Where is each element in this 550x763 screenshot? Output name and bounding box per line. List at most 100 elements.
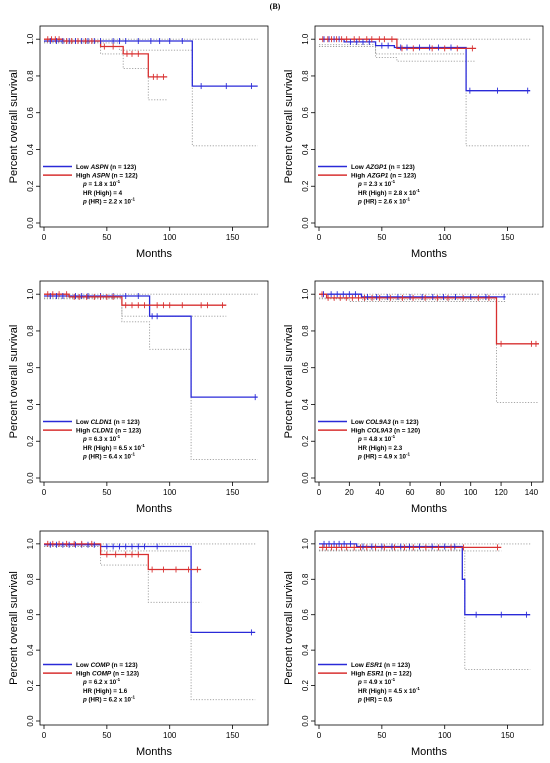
legend-stat: HR (High) = 6.5 x 10-1 [83,443,145,452]
y-tick-label: 0.2 [26,679,35,691]
x-tick-label: 150 [501,233,515,242]
y-tick-label: 0.6 [301,107,310,119]
legend-stat: p (HR) = 0.5 [357,696,393,703]
legend-stat: p = 2.3 x 10-1 [357,179,396,188]
x-tick-label: 50 [377,731,386,740]
y-axis-title: Percent overall survival [283,325,295,439]
legend-stat: p (HR) = 6.2 x 10-1 [82,694,135,703]
high-expression-curve [319,38,477,50]
plot-frame [39,280,269,483]
x-tick-label: 0 [42,488,47,497]
x-tick-label: 150 [226,488,240,497]
plot-frame [39,530,269,726]
x-tick-label: 100 [438,233,452,242]
x-tick-label: 0 [317,488,322,497]
high-expression-curve [44,293,227,306]
y-tick-label: 0.6 [26,107,35,119]
legend-high-label: High ASPN (n = 122) [76,173,138,180]
confidence-band [44,42,258,147]
x-tick-label: 0 [317,233,322,242]
x-tick-label: 0 [42,731,47,740]
y-tick-label: 0.0 [301,472,310,484]
legend-stat: p = 4.9 x 10-1 [357,677,396,686]
confidence-band [44,546,202,603]
x-tick-label: 20 [345,488,354,497]
y-tick-label: 0.8 [26,70,35,82]
y-axis-title: Percent overall survival [283,70,295,184]
km-plot-azgp1: 0.0 0.2 0.4 0.6 0.8 1.0 0 50 100 150 Months Percent… [283,25,544,260]
y-axis-title: Percent overall survival [8,571,20,685]
legend-high-label: High CLDN1 (n = 123) [76,428,141,435]
legend-high-label: High COMP (n = 123) [76,671,139,678]
legend-stat: p (HR) = 4.9 x 10-1 [357,451,410,460]
y-tick-label: 0.2 [301,679,310,691]
y-tick-label: 0.8 [26,325,35,337]
confidence-band [319,46,531,147]
x-tick-label: 100 [163,233,177,242]
y-axis-title: Percent overall survival [8,325,20,439]
figure-label: (B) [269,2,281,11]
km-plot-comp: 0.0 0.2 0.4 0.6 0.8 1.0 0 50 100 150 Months Percent… [8,530,269,758]
y-tick-label: 1.0 [301,33,310,45]
y-tick-label: 0.0 [301,217,310,229]
x-tick-label: 150 [226,233,240,242]
y-tick-label: 0.6 [26,609,35,621]
x-axis-title: Months [411,248,448,260]
legend-low-label: Low AZGP1 (n = 123) [351,164,415,171]
y-tick-label: 0.4 [301,398,310,410]
legend-stat: HR (High) = 1.6 [83,688,128,695]
y-tick-label: 0.4 [26,398,35,410]
x-tick-label: 150 [226,731,240,740]
y-tick-label: 0.8 [301,70,310,82]
low-expression-curve [319,293,506,298]
legend-stat: p (HR) = 2.6 x 10-1 [357,196,410,205]
y-tick-label: 0.6 [301,362,310,374]
confidence-band [319,44,477,62]
y-tick-label: 0.6 [26,362,35,374]
y-tick-label: 0.0 [26,715,35,727]
legend-stat: HR (High) = 2.8 x 10-1 [358,188,420,197]
y-tick-label: 0.2 [26,180,35,192]
x-tick-label: 120 [494,488,508,497]
x-tick-label: 100 [438,731,452,740]
legend-stat: p = 1.8 x 10-1 [82,179,121,188]
x-tick-label: 50 [377,233,386,242]
x-tick-label: 0 [317,731,322,740]
y-tick-label: 0.0 [301,715,310,727]
y-tick-label: 0.0 [26,472,35,484]
legend-stat: p = 6.3 x 10-1 [82,434,121,443]
x-tick-label: 100 [163,488,177,497]
legend-high-label: High COL9A3 (n = 120) [351,428,420,435]
y-tick-label: 0.8 [26,573,35,585]
km-plot-cldn1: 0.0 0.2 0.4 0.6 0.8 1.0 0 50 100 150 Months Percent… [8,280,269,515]
y-tick-label: 0.6 [301,609,310,621]
x-tick-label: 80 [436,488,445,497]
confidence-band [44,546,256,701]
x-tick-label: 100 [464,488,478,497]
high-expression-curve [44,543,202,571]
x-axis-title: Months [411,503,448,515]
legend-low-label: Low CLDN1 (n = 123) [76,419,140,426]
km-plot-col9a3: 0.0 0.2 0.4 0.6 0.8 1.0 0 20 40 60 80 100 120 140 Mont… [283,280,544,515]
confidence-band [44,297,258,461]
x-tick-label: 0 [42,233,47,242]
x-tick-label: 150 [501,731,515,740]
x-tick-label: 50 [102,731,111,740]
x-tick-label: 60 [406,488,415,497]
y-tick-label: 0.2 [26,435,35,447]
legend-high-label: High ESR1 (n = 122) [351,671,412,678]
legend-low-label: Low ESR1 (n = 123) [351,662,410,669]
legend-low-label: Low ASPN (n = 123) [76,164,136,171]
y-tick-label: 0.0 [26,217,35,229]
legend-stat: HR (High) = 2.3 [358,445,403,452]
y-tick-label: 0.8 [301,325,310,337]
legend-low-label: Low COL9A3 (n = 123) [351,419,419,426]
legend-stat: p = 6.2 x 10-1 [82,677,121,686]
y-tick-label: 1.0 [26,288,35,300]
low-expression-curve [44,40,258,87]
high-expression-curve [319,293,539,345]
confidence-band [44,41,168,101]
y-tick-label: 1.0 [26,538,35,550]
legend-low-label: Low COMP (n = 123) [76,662,138,669]
x-axis-title: Months [136,248,173,260]
